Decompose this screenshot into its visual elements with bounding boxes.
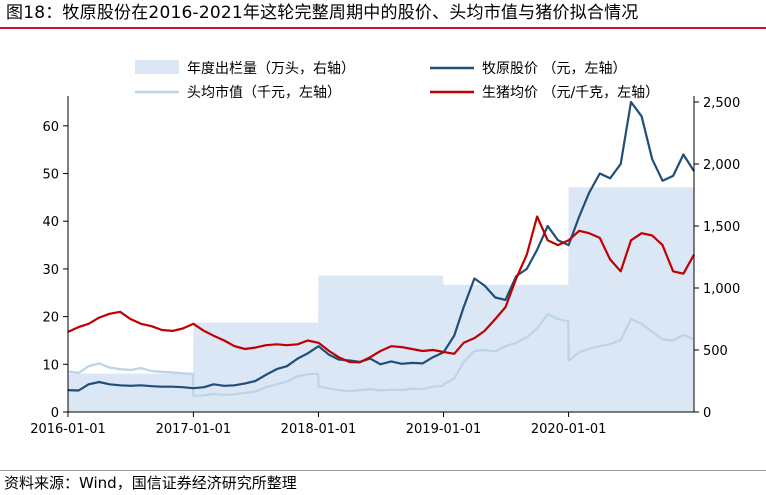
y-left-tick-label: 60 [42, 120, 59, 135]
y-left-tick-label: 30 [42, 263, 59, 278]
x-tick-label: 2019-01-01 [406, 422, 482, 437]
y-right-tick-label: 500 [703, 344, 728, 359]
x-tick-label: 2017-01-01 [156, 422, 232, 437]
series-line-1 [67, 313, 695, 397]
y-right-tick-label: 2,000 [703, 158, 740, 173]
x-tick-label: 2020-01-01 [531, 422, 607, 437]
plot-area [67, 100, 695, 412]
y-right-tick-label: 0 [703, 406, 711, 421]
y-left-tick-label: 10 [42, 358, 59, 373]
legend-label: 年度出栏量（万头，右轴） [187, 61, 355, 77]
y-left-tick-label: 40 [42, 215, 59, 230]
legend-label: 头均市值（千元，左轴） [187, 84, 341, 101]
chart: 0 10 20 30 40 50 60 0 500 1,000 1,500 2,000 2,500 201… [30, 60, 740, 437]
y-left-tick-label: 0 [51, 406, 59, 421]
y-right-tick-label: 1,500 [703, 220, 740, 235]
series-line-3 [67, 215, 695, 364]
x-tick-label: 2018-01-01 [281, 422, 357, 437]
y-right-tick-label: 1,000 [703, 282, 740, 297]
legend: 年度出栏量（万头，右轴） 牧原股价 （元，左轴） 头均市值（千元，左轴） 生猪均价 （… [135, 60, 659, 101]
legend-label: 牧原股价 （元，左轴） [482, 61, 626, 77]
series-area-0 [68, 187, 694, 412]
figure-title: 图18：牧原股份在2016-2021年这轮完整周期中的股价、头均市值与猪价拟合情… [6, 3, 639, 23]
y-left-tick-label: 20 [42, 311, 59, 326]
series-line-2 [67, 100, 695, 392]
x-tick-label: 2016-01-01 [30, 422, 106, 437]
y-right-tick-label: 2,500 [703, 96, 740, 111]
source-note: 资料来源：Wind，国信证券经济研究所整理 [4, 474, 297, 492]
legend-swatch [135, 60, 179, 74]
y-left-tick-label: 50 [42, 168, 59, 183]
legend-label: 生猪均价 （元/千克，左轴） [482, 85, 659, 101]
axes: 0 10 20 30 40 50 60 0 500 1,000 1,500 2,000 2,500 201… [30, 96, 740, 437]
title-rule [0, 27, 766, 29]
source-rule [0, 470, 766, 471]
